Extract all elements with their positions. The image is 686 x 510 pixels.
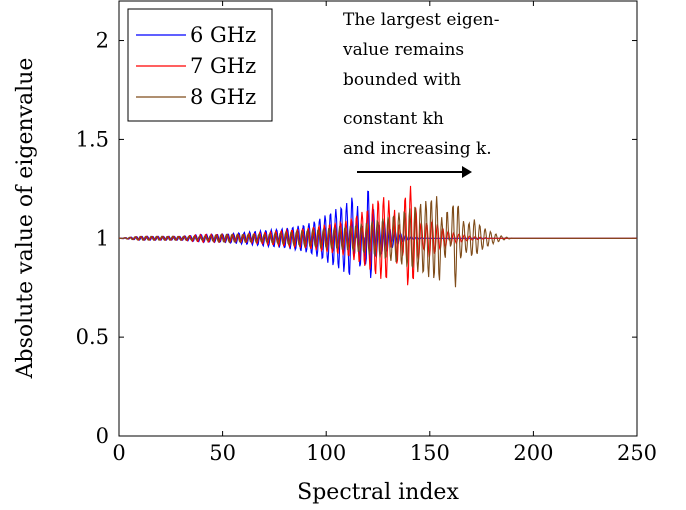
y-tick-label: 1.5 (76, 127, 109, 151)
legend-label-8ghz: 8 GHz (190, 85, 256, 109)
y-axis-label: Absolute value of eigenvalue (13, 58, 38, 380)
legend: 6 GHz 7 GHz 8 GHz (127, 8, 273, 122)
y-tick-label: 2 (96, 29, 109, 53)
legend-label-6ghz: 6 GHz (190, 23, 256, 47)
x-axis-label: Spectral index (297, 480, 459, 505)
axis-ticks: 0 50 100 150 200 250 0 0.5 1 1.5 2 (76, 1, 657, 465)
annotation-line-5: and increasing k. (343, 139, 492, 159)
x-tick-label: 200 (513, 441, 553, 465)
plot-frame (118, 0, 638, 437)
annotation-arrow-head (462, 166, 472, 178)
x-tick-label: 100 (306, 441, 346, 465)
legend-label-7ghz: 7 GHz (190, 54, 256, 78)
y-tick-label: 1 (96, 226, 109, 250)
annotation-line-2: value remains (342, 40, 464, 60)
annotation-line-4: constant kh (343, 109, 444, 129)
y-tick-label: 0.5 (76, 325, 109, 349)
series-layer (118, 185, 637, 288)
y-tick-label: 0 (96, 424, 109, 448)
x-tick-label: 250 (617, 441, 657, 465)
x-tick-label: 50 (209, 441, 236, 465)
x-tick-label: 0 (112, 441, 125, 465)
series-line-8-ghz (118, 196, 637, 288)
annotation-line-1: The largest eigen- (343, 10, 500, 30)
x-tick-label: 150 (410, 441, 450, 465)
legend-box (127, 8, 273, 122)
annotation-line-3: bounded with (343, 70, 461, 90)
annotation: The largest eigen- value remains bounded… (342, 10, 500, 178)
